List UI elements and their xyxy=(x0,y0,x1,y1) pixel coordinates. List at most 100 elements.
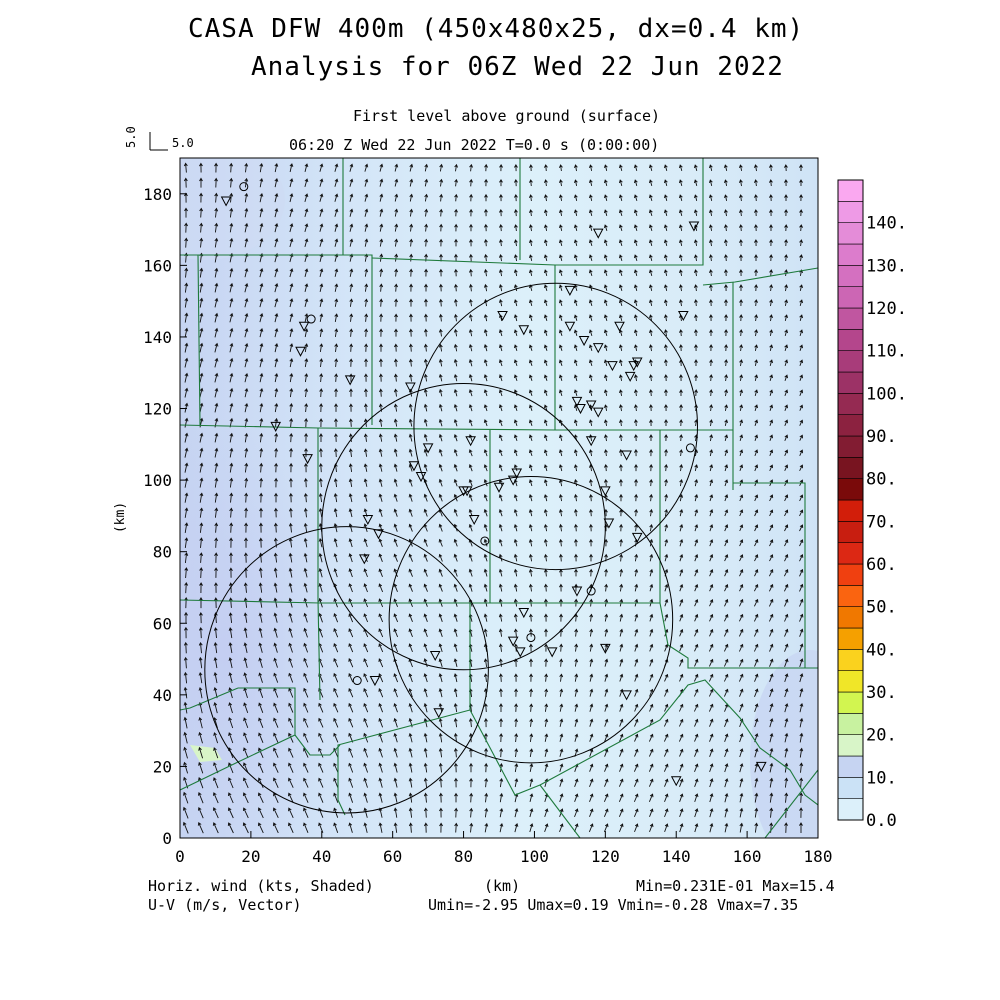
colorbar-label: 10. xyxy=(866,768,897,788)
station-triangle xyxy=(670,776,682,787)
station-triangle xyxy=(422,443,434,454)
station-triangle xyxy=(564,321,576,332)
x-tick-label: 140 xyxy=(662,847,691,866)
station-triangle xyxy=(514,647,526,658)
component-min-max: Umin=-2.95 Umax=0.19 Vmin=-0.28 Vmax=7.3… xyxy=(428,896,799,914)
y-tick-label: 60 xyxy=(153,614,172,633)
station-circle xyxy=(352,676,362,686)
station-triangle xyxy=(270,421,282,432)
chart-subtitle-analysis: Analysis for 06Z Wed 22 Jun 2022 xyxy=(251,52,784,82)
station-triangle xyxy=(369,676,381,687)
colorbar-cell xyxy=(837,179,864,202)
northwest-wind-region xyxy=(180,158,285,260)
station-triangle xyxy=(564,285,576,296)
level-label: First level above ground (surface) xyxy=(353,107,661,125)
colorbar-cell xyxy=(837,627,864,650)
station-circle xyxy=(685,443,695,453)
y-tick-label: 20 xyxy=(153,757,172,776)
station-triangle xyxy=(592,228,604,239)
colorbar-label: 60. xyxy=(866,555,897,575)
x-axis: 0 20 40 60 80 100 120 140 160 180 xyxy=(175,831,832,866)
colorbar-label: 80. xyxy=(866,470,897,490)
y-tick-label: 140 xyxy=(143,328,172,347)
colorbar-cell xyxy=(837,798,864,821)
station-triangle xyxy=(433,708,445,719)
station-triangle xyxy=(575,404,586,415)
station-triangle xyxy=(362,514,374,526)
plot-area xyxy=(180,158,818,838)
colorbar-label: 130. xyxy=(866,256,907,276)
colorbar-label: 140. xyxy=(866,214,907,234)
station-triangle xyxy=(546,647,558,658)
wind-vector-arrows xyxy=(182,162,804,834)
reference-vector xyxy=(149,132,168,151)
colorbar-cell xyxy=(837,563,864,586)
station-triangle xyxy=(755,761,767,772)
colorbar-cell xyxy=(837,286,864,309)
station-circle xyxy=(480,536,490,546)
station-circle xyxy=(586,586,596,596)
station-circle xyxy=(239,182,249,192)
y-tick-label: 100 xyxy=(143,471,172,490)
station-circle xyxy=(306,314,316,324)
station-triangle xyxy=(408,461,420,472)
range-ring xyxy=(413,282,698,571)
colorbar-cell xyxy=(837,201,864,223)
station-triangle xyxy=(571,396,583,407)
colorbar-cell xyxy=(837,585,864,607)
y-tick-label: 80 xyxy=(153,543,172,562)
wind-vectors xyxy=(182,162,804,834)
vector-field-legend: U-V (m/s, Vector) xyxy=(148,896,302,914)
station-triangle xyxy=(585,436,597,447)
station-triangle xyxy=(468,514,480,526)
colorbar-cell xyxy=(837,307,864,330)
station-triangle xyxy=(358,554,370,565)
colorbar-label: 0.0 xyxy=(866,811,897,831)
station-triangle xyxy=(465,436,476,447)
county-boundaries xyxy=(180,158,818,838)
station-triangle xyxy=(603,518,615,529)
station-triangle xyxy=(614,321,625,332)
range-ring xyxy=(388,476,674,764)
station-triangle xyxy=(592,343,604,354)
x-tick-label: 80 xyxy=(454,847,473,866)
x-tick-label: 180 xyxy=(804,847,833,866)
station-triangle xyxy=(628,361,640,372)
station-triangle xyxy=(585,400,597,411)
colorbar-cell xyxy=(837,414,864,437)
plot-frame xyxy=(179,157,819,839)
station-triangle xyxy=(458,486,469,497)
station-triangle xyxy=(592,407,604,418)
station-triangle xyxy=(688,221,700,232)
station-triangle xyxy=(405,382,416,393)
colorbar-cell xyxy=(837,670,864,693)
station-triangle xyxy=(507,475,519,486)
colorbar-cell xyxy=(837,542,864,565)
colorbar-label: 120. xyxy=(866,299,907,319)
chart-title: CASA DFW 400m (450x480x25, dx=0.4 km) xyxy=(188,14,805,44)
colorbar-cell xyxy=(837,777,864,799)
x-tick-label: 160 xyxy=(733,847,762,866)
colorbar-cell xyxy=(837,371,864,394)
colorbar-cell xyxy=(837,393,864,415)
station-triangle xyxy=(493,482,505,493)
colorbar-cell xyxy=(837,243,864,266)
station-triangle xyxy=(415,472,427,483)
station-circle xyxy=(526,633,536,643)
y-axis-label: (km) xyxy=(113,501,129,534)
x-tick-label: 0 xyxy=(175,847,185,866)
colorbar-cell xyxy=(837,435,864,458)
reference-vector-label: 5.0 xyxy=(172,136,194,150)
colorbar-cell xyxy=(837,329,864,351)
station-triangle xyxy=(621,690,632,701)
shaded-field-legend: Horiz. wind (kts, Shaded) xyxy=(148,877,374,895)
colorbar-label: 30. xyxy=(866,683,897,703)
station-triangle xyxy=(518,325,530,336)
colorbar-cell xyxy=(837,691,864,714)
station-triangle xyxy=(621,450,632,461)
colorbar-cell xyxy=(837,713,864,735)
station-triangle xyxy=(600,643,611,654)
y-tick-label: 40 xyxy=(153,686,172,705)
colorbar-cell xyxy=(837,350,864,373)
colorbar-cell xyxy=(837,649,864,671)
